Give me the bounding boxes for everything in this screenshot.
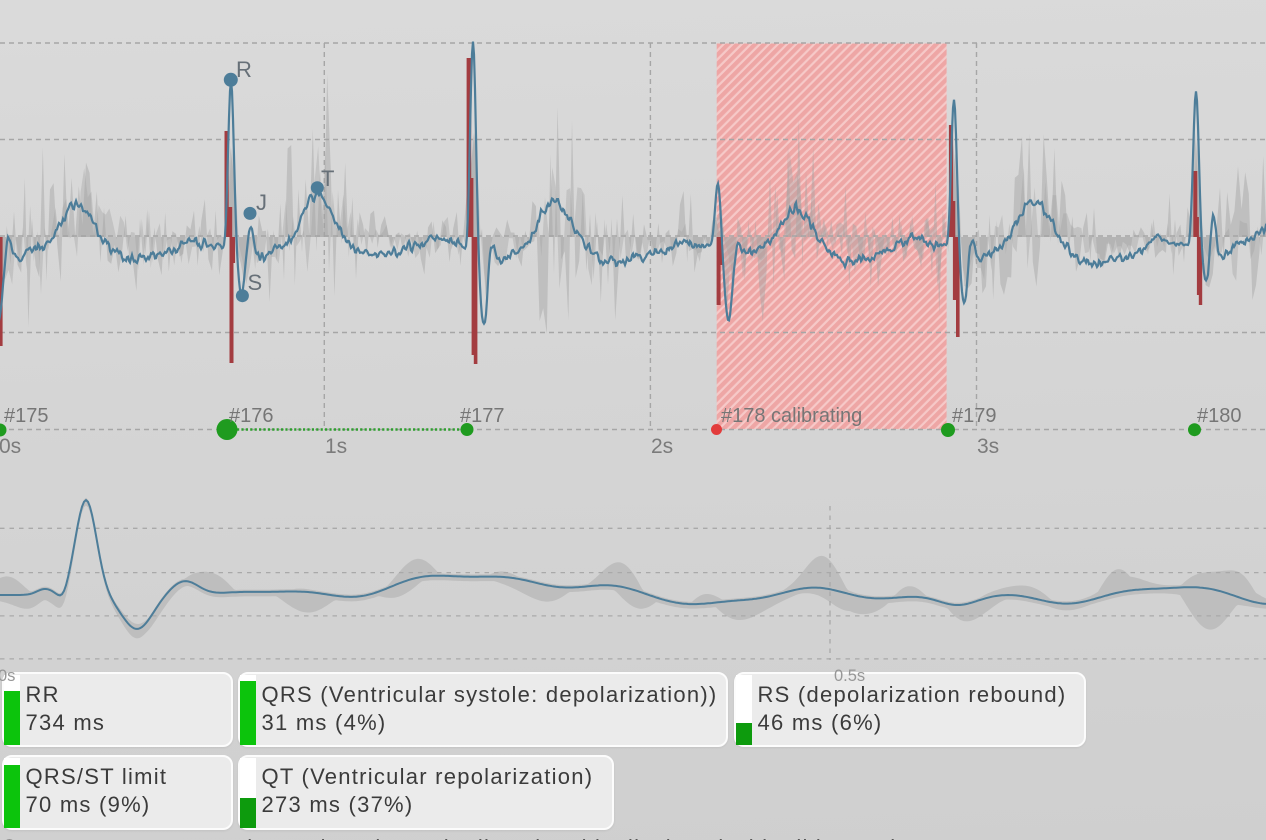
svg-text:0s: 0s <box>0 435 21 458</box>
svg-text:T: T <box>321 166 334 191</box>
svg-text:#176: #176 <box>229 405 274 427</box>
svg-text:1s: 1s <box>325 435 347 458</box>
svg-text:R: R <box>236 57 252 82</box>
svg-text:#175: #175 <box>4 405 49 427</box>
svg-text:2s: 2s <box>651 435 673 458</box>
svg-text:#177: #177 <box>460 405 505 427</box>
svg-text:#180: #180 <box>1197 405 1242 427</box>
svg-text:#179: #179 <box>952 405 997 427</box>
svg-text:3s: 3s <box>977 435 999 458</box>
svg-text:J: J <box>256 190 267 215</box>
svg-text:S: S <box>248 270 263 295</box>
svg-text:#178 calibrating: #178 calibrating <box>721 405 862 427</box>
